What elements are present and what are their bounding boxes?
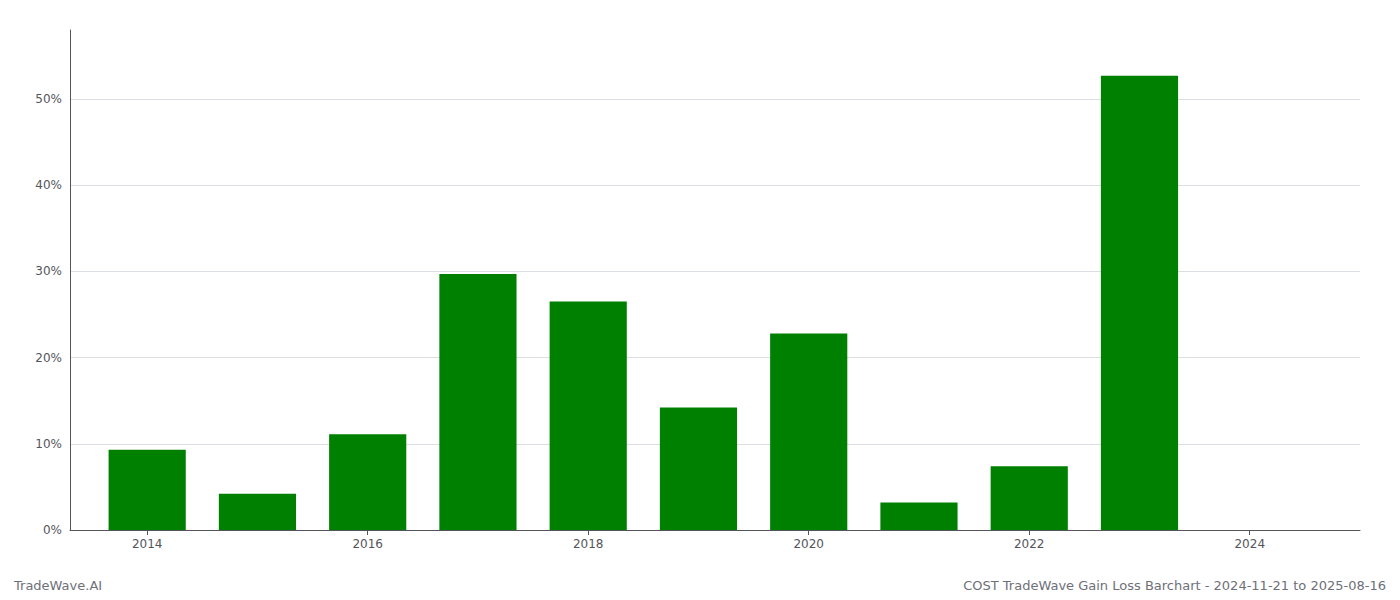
svg-text:TradeWave.AI: TradeWave.AI [13,578,102,593]
svg-text:2016: 2016 [352,537,383,551]
svg-text:10%: 10% [35,437,62,451]
svg-text:40%: 40% [35,178,62,192]
svg-text:2020: 2020 [793,537,824,551]
svg-text:30%: 30% [35,264,62,278]
svg-text:20%: 20% [35,351,62,365]
svg-text:0%: 0% [43,523,62,537]
svg-text:50%: 50% [35,92,62,106]
svg-text:COST TradeWave Gain Loss Barch: COST TradeWave Gain Loss Barchart - 2024… [963,578,1386,593]
svg-text:2022: 2022 [1014,537,1045,551]
svg-text:2014: 2014 [132,537,163,551]
svg-text:2018: 2018 [573,537,604,551]
svg-text:2024: 2024 [1234,537,1265,551]
